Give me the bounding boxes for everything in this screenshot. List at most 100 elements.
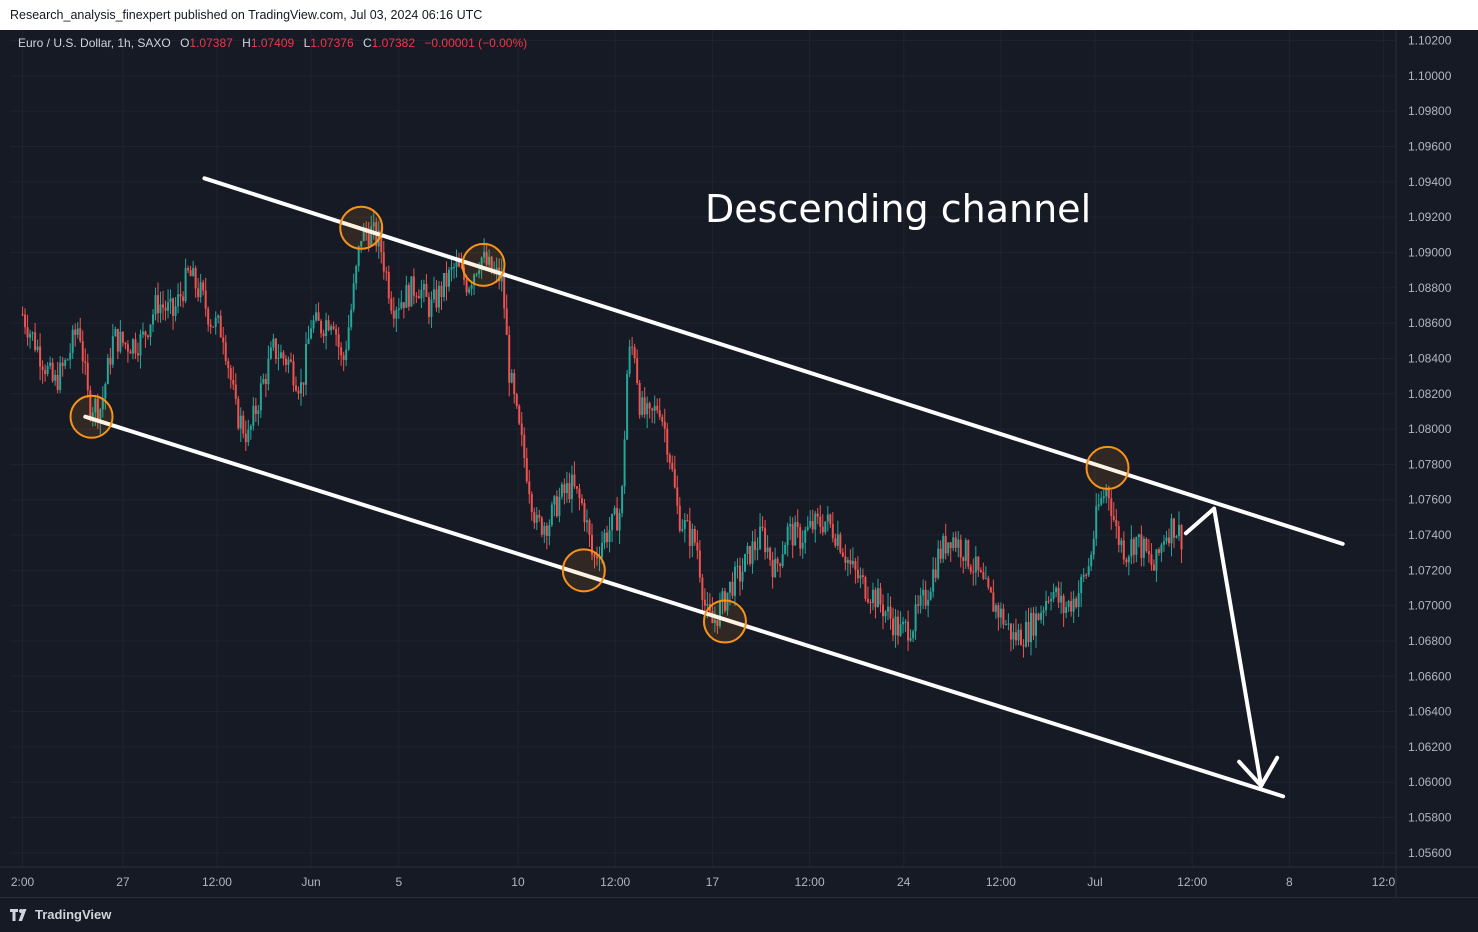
candle-body xyxy=(405,284,408,308)
candle-body xyxy=(307,338,310,344)
candle-body xyxy=(458,261,461,267)
candle-body xyxy=(683,520,686,529)
tradingview-brand[interactable]: TradingView xyxy=(10,907,111,922)
candle-body xyxy=(382,252,385,272)
candle-body xyxy=(473,274,476,286)
candle-body xyxy=(46,365,49,374)
candle-body xyxy=(548,524,551,536)
candle-body xyxy=(440,285,443,298)
candle-body xyxy=(881,604,884,617)
candle-body xyxy=(410,276,413,307)
candle-body xyxy=(1175,536,1178,538)
candle-body xyxy=(24,314,27,328)
candle-body xyxy=(292,361,295,386)
candle-body xyxy=(79,328,82,342)
candle-body xyxy=(1120,540,1123,545)
candle-body xyxy=(947,542,950,554)
candle-body xyxy=(450,267,453,270)
candle-body xyxy=(969,566,972,572)
publish-bar: Research_analysis_finexpert published on… xyxy=(0,0,1478,30)
candle-body xyxy=(761,526,764,529)
candle-body xyxy=(345,349,348,361)
price-tick-label: 1.07200 xyxy=(1408,563,1452,577)
candle-body xyxy=(728,581,731,593)
candle-body xyxy=(899,624,902,636)
candle-body xyxy=(653,405,656,411)
candle-body xyxy=(859,575,862,579)
candle-body xyxy=(385,271,388,273)
candle-body xyxy=(698,550,701,578)
touch-marker xyxy=(69,394,114,439)
low-label: L xyxy=(303,36,311,50)
candle-body xyxy=(69,352,72,360)
candle-body xyxy=(222,337,225,343)
candle-body xyxy=(202,282,205,291)
candle-body xyxy=(806,526,809,530)
candle-body xyxy=(302,382,305,385)
candle-body xyxy=(924,589,927,606)
channel-upper-line xyxy=(202,176,1345,546)
time-tick-label: 2:00 xyxy=(11,875,35,889)
candle-body xyxy=(227,361,230,369)
candle-body xyxy=(325,320,328,337)
candle-body xyxy=(706,603,709,606)
price-tick-label: 1.07000 xyxy=(1408,599,1452,613)
candle-body xyxy=(824,521,827,533)
open-label: O xyxy=(180,36,190,50)
candle-body xyxy=(207,308,210,325)
candle-body xyxy=(671,462,674,470)
candle-body xyxy=(1162,541,1165,545)
candle-body xyxy=(390,298,393,311)
candle-body xyxy=(420,289,423,299)
candle-body xyxy=(678,505,681,531)
candle-body xyxy=(749,545,752,564)
candle-body xyxy=(1145,538,1148,552)
candle-body xyxy=(76,328,79,335)
candle-body xyxy=(342,355,345,361)
candle-body xyxy=(167,302,170,311)
candle-body xyxy=(164,307,167,311)
candle-body xyxy=(1167,537,1170,544)
time-tick-label: 12:00 xyxy=(600,875,630,889)
candle-body xyxy=(957,539,960,548)
candle-body xyxy=(851,561,854,565)
candle-body xyxy=(197,288,200,298)
candle-body xyxy=(1122,540,1125,560)
candle-body xyxy=(1160,544,1163,553)
candle-body xyxy=(136,353,139,356)
candle-body xyxy=(1029,612,1032,643)
price-chart[interactable]: 1.10200 1.10000 1.09800 1.09600 1.09400 1.092… xyxy=(0,30,1478,897)
candle-body xyxy=(355,266,358,284)
candle-body xyxy=(214,317,217,327)
time-tick-label: 5 xyxy=(395,875,402,889)
candle-body xyxy=(64,359,67,366)
candle-body xyxy=(703,599,706,606)
symbol-label: Euro / U.S. Dollar, 1h, SAXO xyxy=(18,36,171,50)
candle-body xyxy=(819,516,822,527)
candle-body xyxy=(282,352,285,359)
candle-body xyxy=(31,332,34,334)
candle-body xyxy=(1112,516,1115,520)
candle-body xyxy=(741,571,744,582)
candle-body xyxy=(455,261,458,268)
candle-body xyxy=(49,362,52,366)
candle-body xyxy=(892,618,895,636)
candle-body xyxy=(917,604,920,606)
candle-body xyxy=(989,587,992,593)
candle-body xyxy=(784,545,787,555)
candle-body xyxy=(874,589,877,608)
candle-body xyxy=(754,541,757,550)
candle-body xyxy=(192,268,195,277)
price-tick-label: 1.06800 xyxy=(1408,634,1452,648)
candle-body xyxy=(134,339,137,354)
candle-body xyxy=(1110,498,1113,517)
candle-body xyxy=(453,267,456,269)
candle-body xyxy=(1132,539,1135,555)
candle-body xyxy=(1150,554,1153,565)
chart-panel[interactable]: 1.10200 1.10000 1.09800 1.09600 1.09400 1.092… xyxy=(0,30,1478,897)
candle-body xyxy=(1052,592,1055,599)
candle-body xyxy=(641,397,644,415)
price-tick-label: 1.08400 xyxy=(1408,351,1452,365)
candle-body xyxy=(1017,629,1020,641)
candle-body xyxy=(533,511,536,523)
